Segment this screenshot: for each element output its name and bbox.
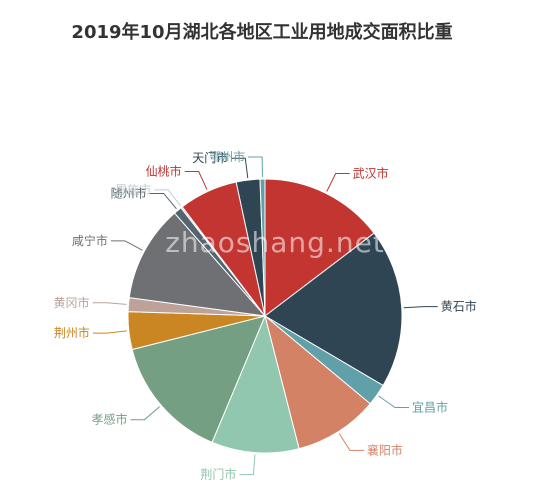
chart-title: 2019年10月湖北各地区工业用地成交面积比重 <box>71 21 452 43</box>
pie-slice-5[interactable] <box>131 315 266 444</box>
leader-line-9 <box>149 192 177 210</box>
slice-label-12: 天门市 <box>192 150 228 165</box>
pie-slice-0[interactable] <box>264 178 375 318</box>
slice-label-11: 仙桃市 <box>146 163 182 178</box>
slice-label-13: 鄂州市 <box>209 149 245 164</box>
pie-slice-3[interactable] <box>264 314 371 450</box>
slice-label-10: 恩施市 <box>115 182 151 197</box>
pie-slices <box>127 178 403 454</box>
leader-line-7 <box>92 302 127 305</box>
leader-line-6 <box>92 330 127 334</box>
leader-line-1 <box>403 306 438 309</box>
slice-label-7: 黄冈市 <box>54 295 90 310</box>
pie-slice-13[interactable] <box>259 178 266 317</box>
slice-label-6: 荆州市 <box>54 325 90 340</box>
slice-label-8: 咸宁市 <box>72 233 108 248</box>
slice-label-3: 襄阳市 <box>367 442 403 457</box>
leader-line-13 <box>248 156 263 178</box>
leader-line-0 <box>326 173 350 192</box>
pie-slice-1[interactable] <box>264 232 403 387</box>
slice-label-9: 随州市 <box>111 185 147 200</box>
leader-line-2 <box>378 395 410 409</box>
slice-label-4: 荆门市 <box>200 467 236 482</box>
pie-slice-4[interactable] <box>211 314 300 454</box>
slice-label-1: 黄石市 <box>441 299 477 314</box>
leader-line-4 <box>239 454 256 476</box>
slice-label-0: 武汉市 <box>353 166 389 181</box>
slice-label-2: 宜昌市 <box>412 400 448 415</box>
slice-label-5: 孝感市 <box>91 412 127 427</box>
leader-line-11 <box>184 170 208 190</box>
leader-line-3 <box>338 433 364 451</box>
leader-line-5 <box>130 406 160 421</box>
watermark: zhaoshang.net <box>165 226 385 259</box>
leader-line-8 <box>110 240 143 251</box>
leader-line-10 <box>154 189 181 207</box>
pie-slice-8[interactable] <box>128 212 267 317</box>
leader-line-12 <box>231 157 249 179</box>
label-leader-lines <box>92 156 438 476</box>
